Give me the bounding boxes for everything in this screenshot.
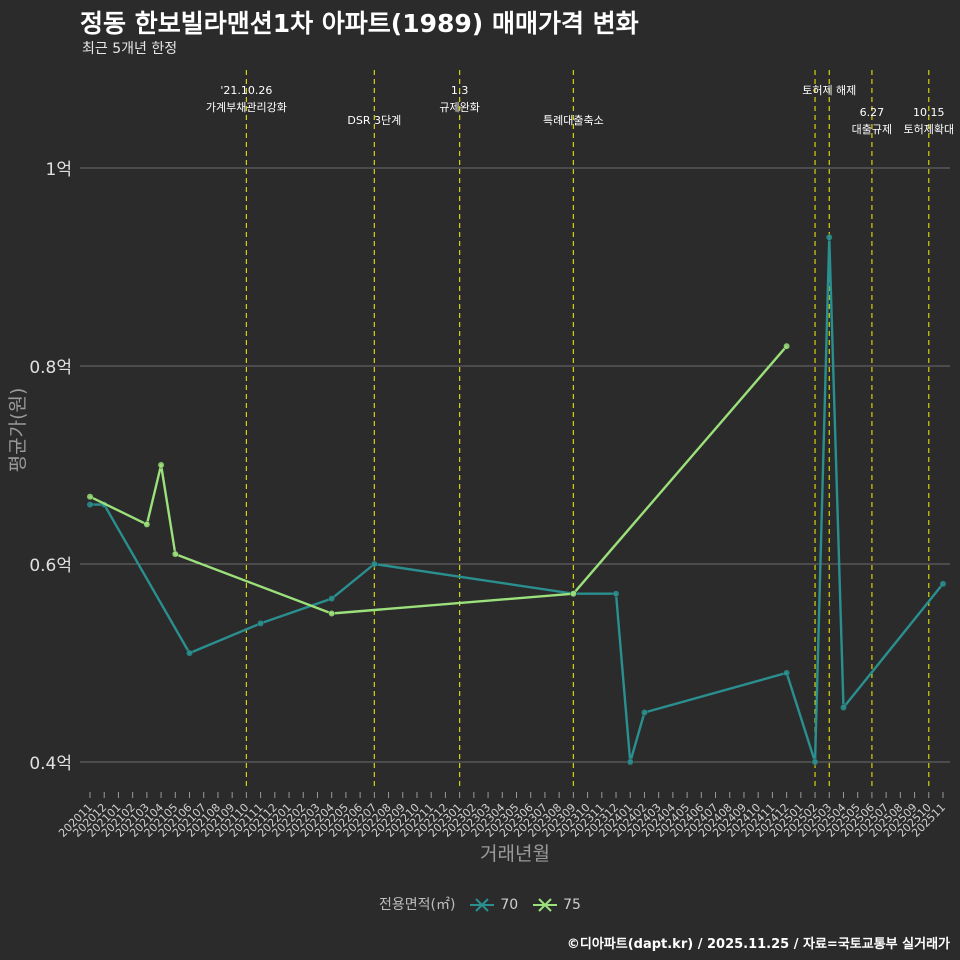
legend-swatch-75 — [532, 898, 557, 912]
event-label-date: '21.10.26 — [220, 84, 272, 97]
data-point-70[interactable] — [825, 233, 833, 241]
data-point-75[interactable] — [86, 493, 94, 501]
data-point-70[interactable] — [86, 501, 94, 509]
data-point-70[interactable] — [612, 590, 620, 598]
data-point-70[interactable] — [939, 580, 947, 588]
data-point-70[interactable] — [641, 709, 648, 716]
event-label-date: 6.27 — [860, 106, 885, 119]
y-tick-label: 0.6억 — [29, 556, 72, 576]
data-point-70[interactable] — [811, 758, 819, 766]
data-point-75[interactable] — [171, 550, 179, 558]
legend-label-75: 75 — [563, 897, 581, 913]
data-point-75[interactable] — [157, 461, 165, 469]
chart-subtitle: 최근 5개년 한정 — [82, 41, 178, 57]
event-label-date: 1.3 — [451, 84, 469, 97]
legend-label-70: 70 — [500, 897, 519, 913]
event-label-text: 토허제확대 — [903, 123, 954, 136]
event-label-date: 토허제 해제 — [802, 83, 856, 97]
data-point-75[interactable] — [569, 590, 577, 598]
data-point-70[interactable] — [626, 758, 634, 766]
x-axis-label: 거래년월 — [480, 843, 550, 865]
data-point-75[interactable] — [328, 610, 336, 617]
chart-title: 정동 한보빌라맨션1차 아파트(1989) 매매가격 변화 — [80, 9, 639, 38]
event-label-text: 대출규제 — [852, 123, 892, 136]
legend-swatch-70 — [469, 898, 494, 912]
y-tick-label: 1억 — [46, 160, 72, 180]
legend-title: 전용면적(㎡) — [379, 897, 456, 913]
data-point-70[interactable] — [328, 595, 336, 603]
y-axis-ticks: 0.4억 0.6억 0.8억 1억 — [29, 160, 72, 774]
data-point-75[interactable] — [143, 520, 151, 528]
event-label-date: 10.15 — [913, 106, 945, 119]
event-label-text: 특례대출축소 — [543, 114, 604, 127]
grid-lines — [80, 167, 950, 763]
data-point-70[interactable] — [186, 649, 193, 657]
data-point-70[interactable] — [840, 704, 847, 711]
data-point-75[interactable] — [783, 342, 791, 350]
y-tick-label: 0.8억 — [29, 358, 72, 378]
event-label-text: 가계부채관리강화 — [206, 101, 287, 114]
data-point-70[interactable] — [370, 560, 378, 568]
event-label-text: DSR 3단계 — [347, 114, 401, 127]
x-axis-ticks: 2020112020122021012021022021032021042021… — [56, 792, 948, 840]
source-caption: ©디아파트(dapt.kr) / 2025.11.25 / 자료=국토교통부 실… — [566, 937, 950, 952]
data-point-70[interactable] — [257, 619, 265, 627]
legend: 전용면적(㎡) 70 75 — [0, 894, 960, 914]
y-tick-label: 0.4억 — [29, 754, 72, 774]
event-label-text: 규제완화 — [439, 101, 479, 114]
data-point-70[interactable] — [783, 669, 791, 677]
series-lines — [86, 233, 947, 766]
legend-item-70: 70 — [468, 897, 518, 913]
y-axis-label: 평균가(원) — [7, 388, 29, 473]
legend-item-75: 75 — [531, 897, 581, 913]
